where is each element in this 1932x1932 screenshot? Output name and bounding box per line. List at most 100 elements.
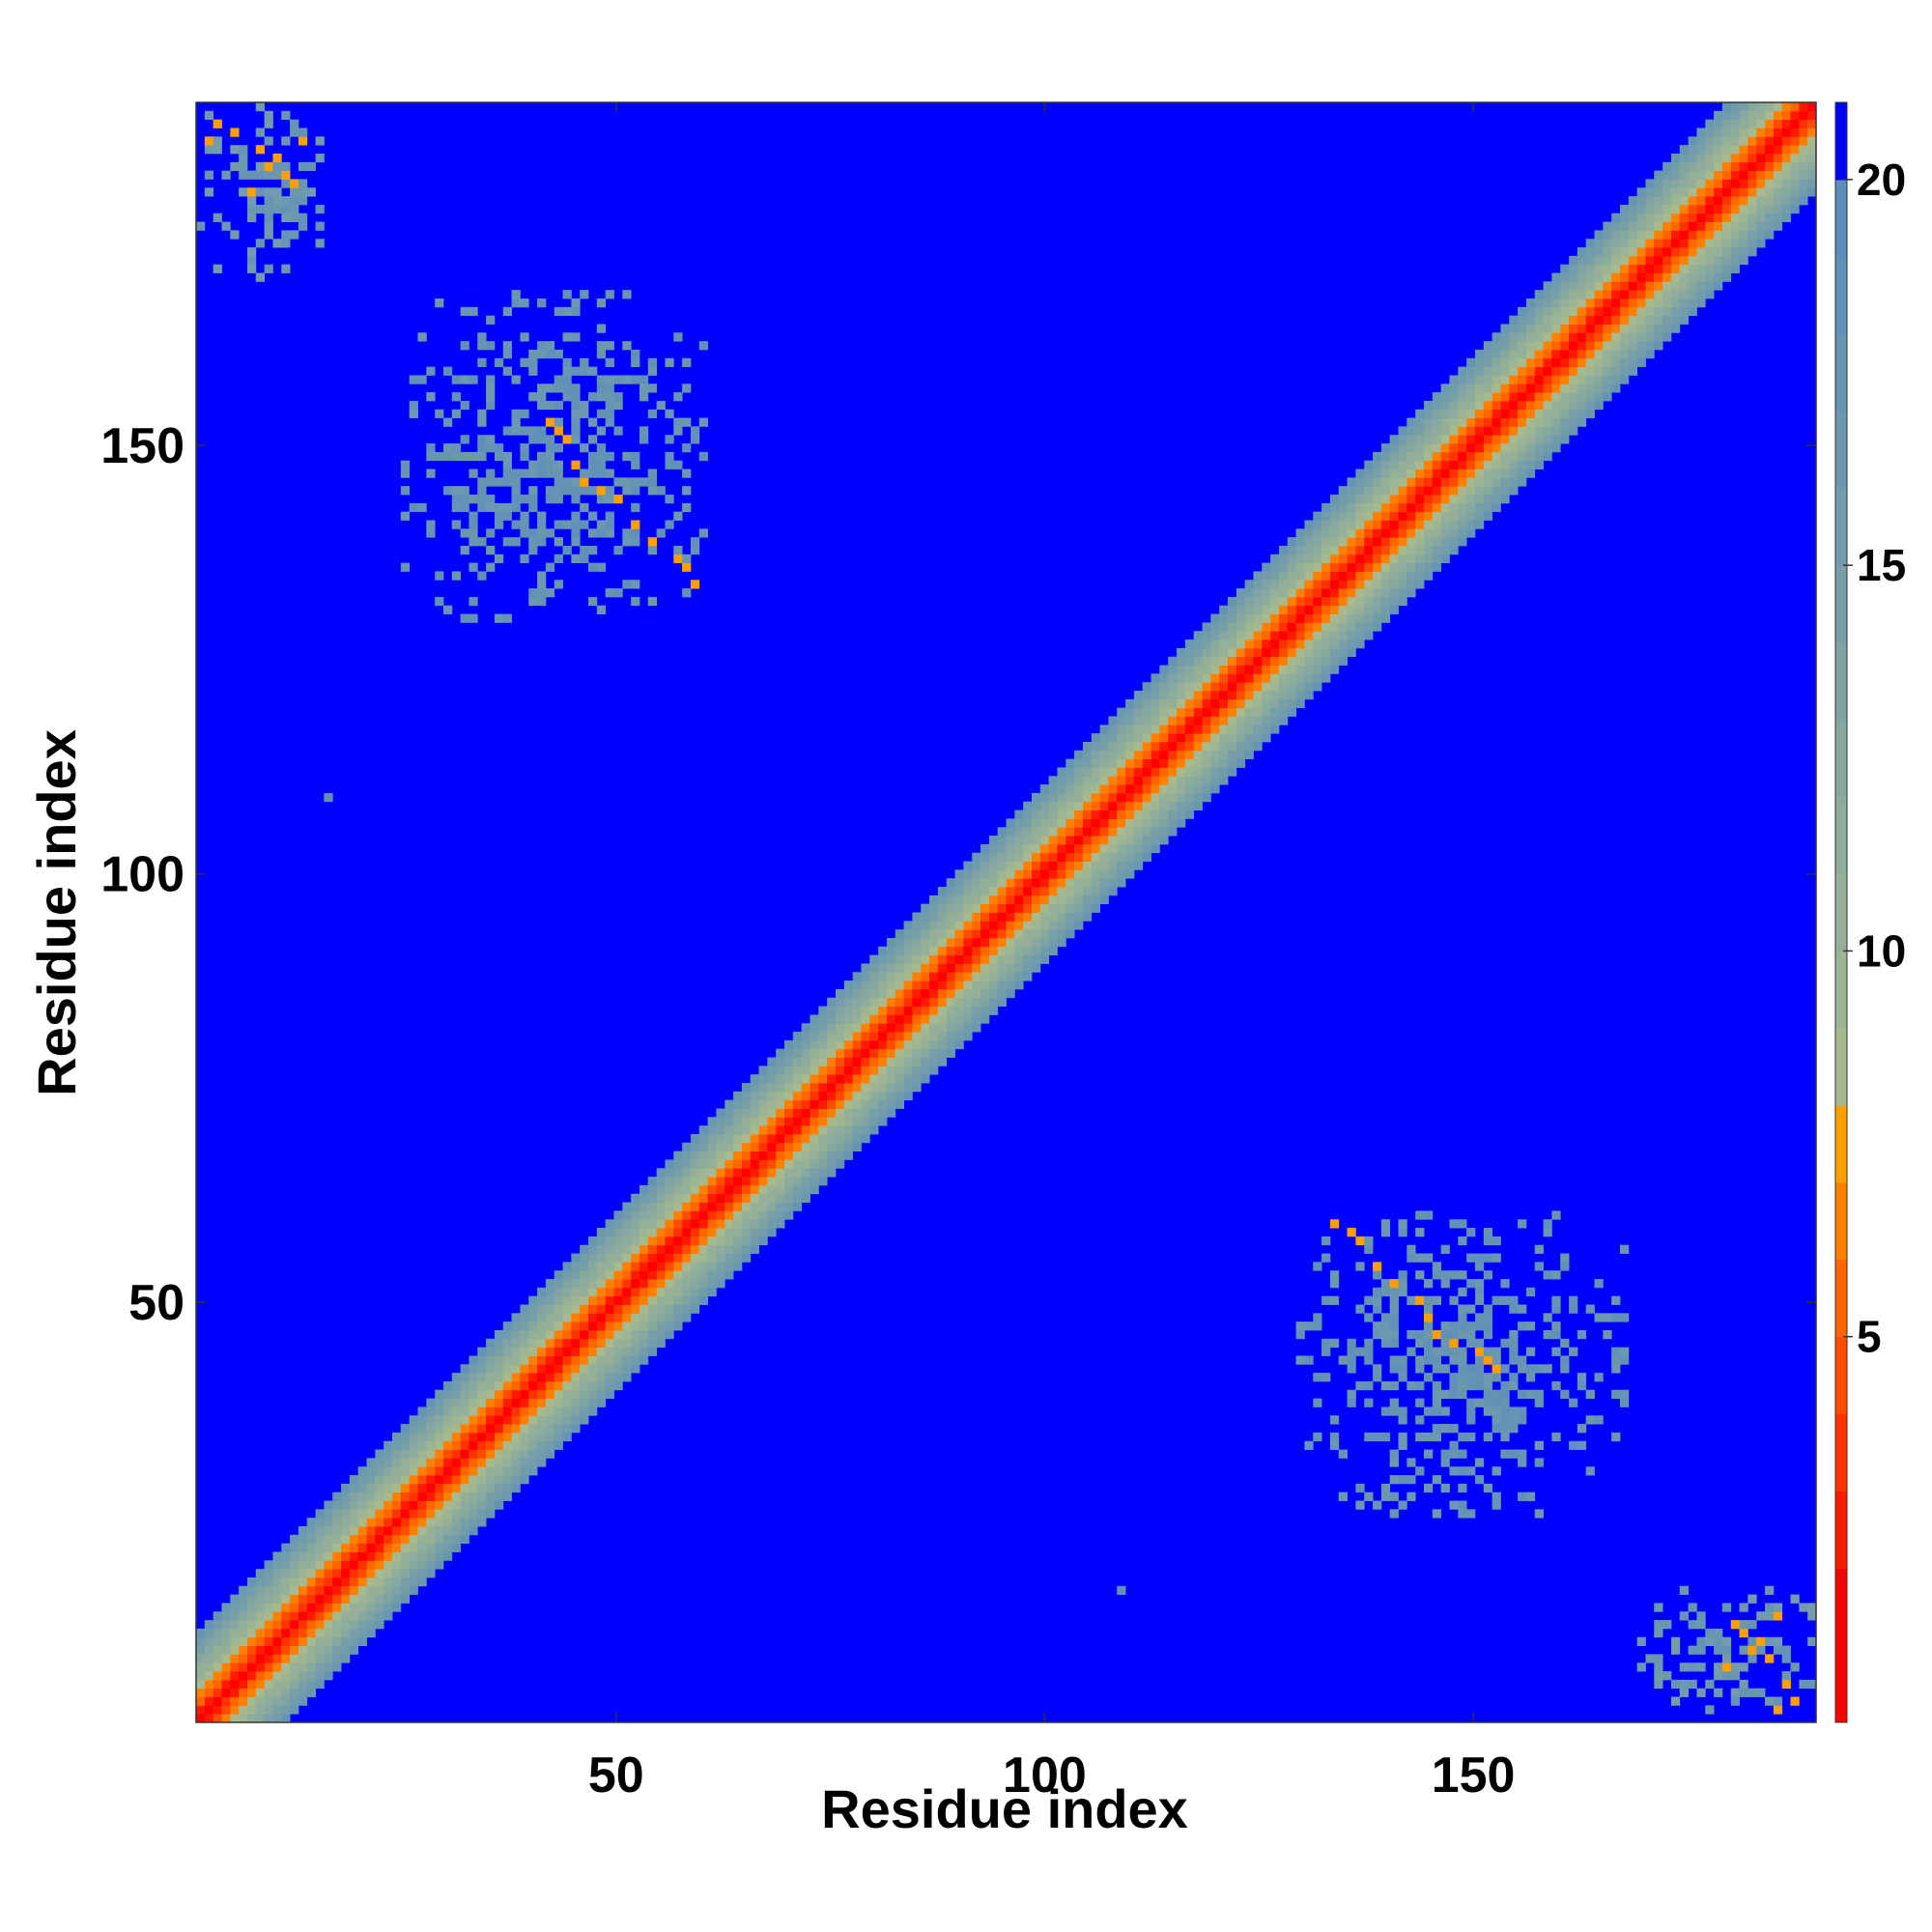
- heatmap-cell: [1364, 545, 1374, 555]
- heatmap-cell: [895, 988, 904, 999]
- heatmap-cell: [1611, 315, 1621, 325]
- heatmap-cell: [494, 1398, 504, 1407]
- heatmap-cell: [230, 128, 240, 137]
- heatmap-cell: [1313, 639, 1322, 649]
- heatmap-cell: [264, 1594, 273, 1604]
- heatmap-cell: [494, 1380, 504, 1391]
- heatmap-cell: [272, 170, 282, 180]
- heatmap-cell: [673, 1159, 683, 1169]
- heatmap-cell: [596, 1295, 607, 1305]
- heatmap-cell: [1474, 1355, 1485, 1365]
- heatmap-cell: [690, 1193, 700, 1203]
- heatmap-cell: [1585, 239, 1595, 248]
- heatmap-cell: [1023, 861, 1033, 870]
- heatmap-cell: [1594, 247, 1604, 257]
- heatmap-cell: [622, 580, 632, 589]
- heatmap-cell: [1449, 451, 1459, 462]
- heatmap-cell: [1611, 332, 1621, 342]
- heatmap-cell: [1355, 520, 1365, 529]
- heatmap-cell: [315, 1518, 325, 1527]
- heatmap-cell: [1500, 1364, 1510, 1374]
- heatmap-cell: [1159, 750, 1169, 760]
- heatmap-cell: [469, 1373, 478, 1382]
- heatmap-cell: [1423, 1321, 1434, 1331]
- heatmap-cell: [1048, 836, 1058, 845]
- heatmap-cell: [622, 1279, 632, 1289]
- heatmap-cell: [1569, 281, 1578, 291]
- heatmap-cell: [1219, 639, 1229, 649]
- heatmap-cell: [852, 1039, 862, 1050]
- heatmap-cell: [1739, 196, 1748, 206]
- heatmap-cell: [1603, 290, 1612, 299]
- heatmap-cell: [921, 1023, 930, 1033]
- heatmap-cell: [972, 937, 981, 948]
- heatmap-cell: [861, 1032, 870, 1041]
- heatmap-cell: [1278, 673, 1289, 683]
- heatmap-cell: [954, 988, 964, 999]
- heatmap-cell: [682, 1262, 692, 1271]
- heatmap-cell: [554, 495, 563, 504]
- heatmap-cell: [776, 1219, 785, 1229]
- heatmap-cell: [1534, 349, 1544, 359]
- heatmap-cell: [1406, 1329, 1416, 1340]
- heatmap-cell: [281, 1705, 291, 1715]
- heatmap-cell: [1654, 239, 1663, 248]
- heatmap-cell: [1773, 196, 1783, 206]
- heatmap-cell: [912, 1039, 922, 1050]
- heatmap-cell: [724, 1244, 734, 1254]
- heatmap-cell: [1014, 810, 1024, 819]
- heatmap-cell: [1364, 562, 1374, 572]
- heatmap-cell: [613, 1262, 623, 1271]
- heatmap-cell: [375, 1466, 384, 1476]
- heatmap-cell: [1449, 1389, 1459, 1399]
- heatmap-cell: [1799, 110, 1808, 121]
- heatmap-cell: [613, 588, 623, 598]
- heatmap-cell: [1525, 426, 1536, 436]
- heatmap-cell: [1125, 810, 1135, 819]
- heatmap-cell: [716, 1142, 725, 1152]
- heatmap-cell: [963, 937, 973, 948]
- heatmap-cell: [384, 1492, 393, 1501]
- heatmap-cell: [341, 1594, 351, 1604]
- heatmap-cell: [946, 980, 955, 990]
- heatmap-cell: [878, 1117, 888, 1126]
- heatmap-cell: [324, 1551, 333, 1561]
- heatmap-cell: [1278, 707, 1289, 717]
- heatmap-cell: [682, 1184, 692, 1195]
- heatmap-cell: [537, 511, 547, 521]
- heatmap-cell: [631, 1262, 640, 1271]
- heatmap-cell: [810, 1065, 819, 1075]
- heatmap-cell: [818, 1168, 828, 1178]
- heatmap-cell: [204, 1688, 214, 1697]
- heatmap-cell: [349, 1569, 359, 1578]
- heatmap-cell: [886, 1074, 896, 1084]
- heatmap-cell: [1474, 1279, 1485, 1289]
- heatmap-cell: [375, 1449, 384, 1459]
- heatmap-cell: [375, 1577, 384, 1587]
- heatmap-cell: [1355, 1347, 1365, 1356]
- heatmap-cell: [716, 1151, 725, 1160]
- heatmap-cell: [1807, 161, 1817, 172]
- heatmap-cell: [980, 988, 990, 999]
- heatmap-cell: [1287, 537, 1296, 547]
- heatmap-cell: [315, 1603, 325, 1612]
- heatmap-cell: [1449, 502, 1459, 513]
- heatmap-cell: [1108, 716, 1118, 725]
- heatmap-cell: [315, 136, 325, 146]
- heatmap-cell: [1696, 187, 1706, 197]
- heatmap-cell: [605, 588, 614, 598]
- heatmap-cell: [988, 929, 999, 939]
- heatmap-cell: [1193, 724, 1203, 734]
- heatmap-cell: [1739, 153, 1748, 163]
- heatmap-cell: [1492, 486, 1501, 496]
- heatmap-cell: [988, 997, 999, 1007]
- heatmap-cell: [1423, 1313, 1434, 1322]
- heatmap-cell: [1594, 357, 1604, 368]
- heatmap-cell: [324, 1636, 333, 1646]
- heatmap-cell: [1398, 435, 1407, 444]
- heatmap-cell: [1262, 716, 1271, 725]
- heatmap-cell: [469, 1389, 478, 1399]
- heatmap-cell: [528, 469, 538, 478]
- heatmap-cell: [272, 1679, 282, 1690]
- heatmap-cell: [954, 1032, 964, 1041]
